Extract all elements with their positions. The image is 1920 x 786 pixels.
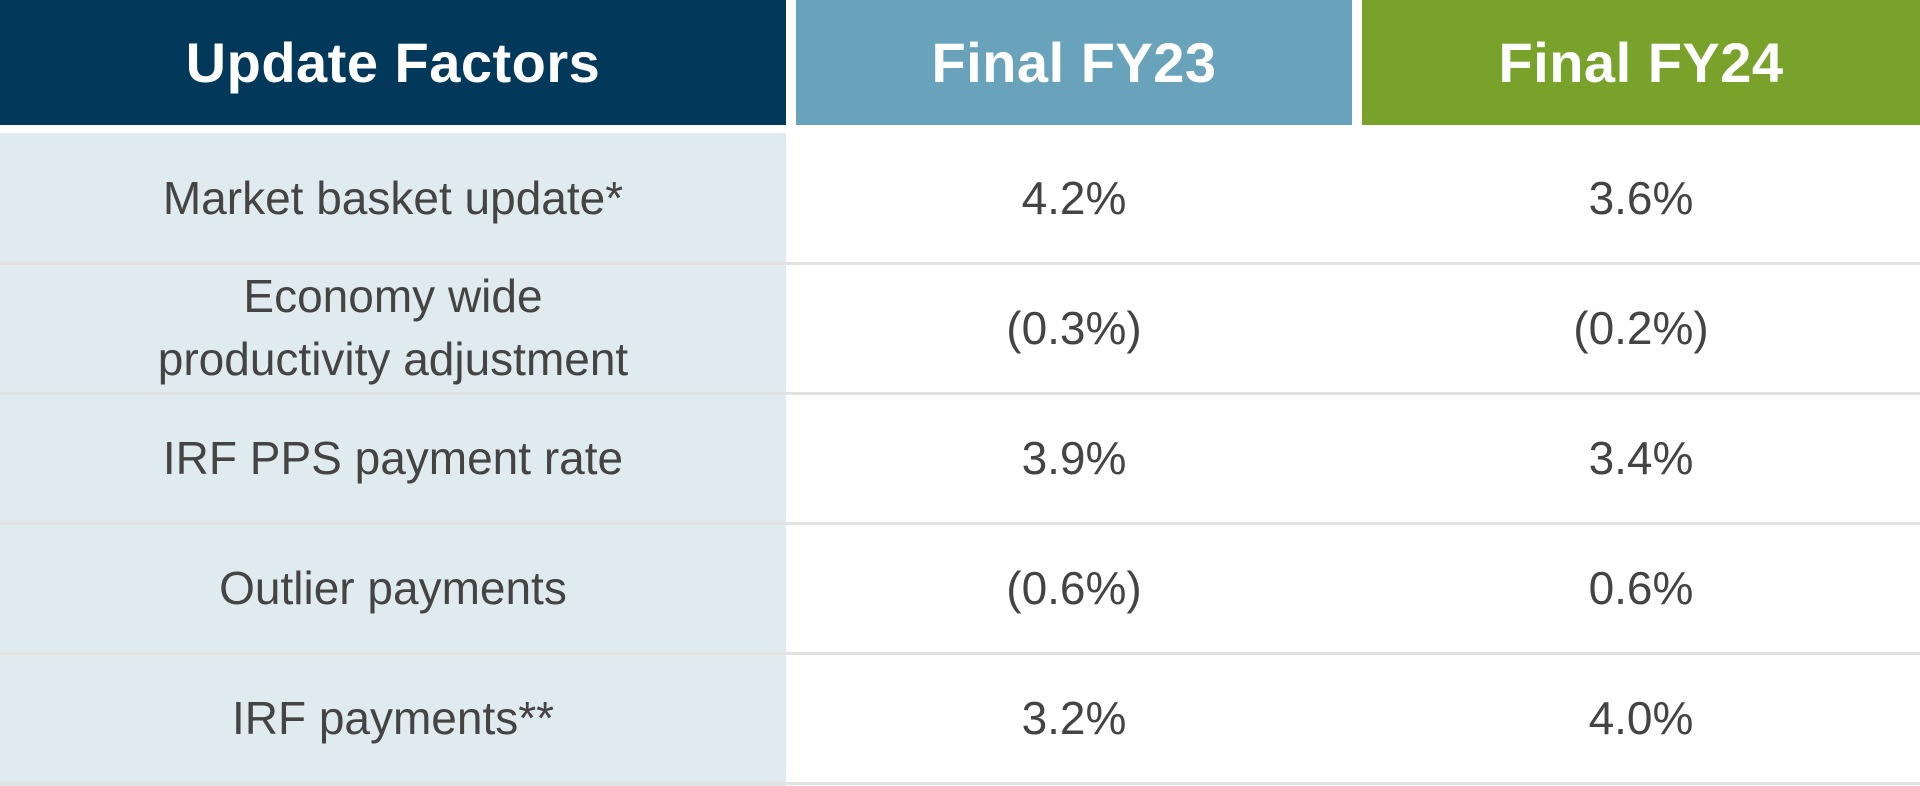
- row-label-outlier-payments: Outlier payments: [219, 561, 567, 614]
- row-value-fy23: (0.3%): [1006, 301, 1142, 354]
- row-label-productivity-adjustment: Economy wide productivity adjustment: [0, 263, 786, 393]
- table-row: IRF PPS payment rate 3.9% 3.4%: [0, 393, 1920, 525]
- row-divider: [0, 262, 1920, 265]
- header-final-fy23: Final FY23: [796, 0, 1352, 125]
- row-label-line: productivity adjustment: [157, 333, 629, 385]
- row-divider: [0, 392, 1920, 395]
- row-divider: [0, 652, 1920, 655]
- row-label-irf-pps-payment-rate: IRF PPS payment rate: [162, 431, 624, 484]
- row-divider: [0, 522, 1920, 525]
- header-update-factors: Update Factors: [0, 0, 786, 125]
- row-divider: [0, 782, 1920, 785]
- table-row: IRF payments** 3.2% 4.0%: [0, 653, 1920, 785]
- table-row: Economy wide productivity adjustment (0.…: [0, 263, 1920, 395]
- label-column-background: [0, 133, 786, 786]
- row-label-market-basket: Market basket update*: [162, 171, 624, 224]
- table-row: Outlier payments (0.6%) 0.6%: [0, 523, 1920, 655]
- row-value-fy24: 3.6%: [1588, 171, 1694, 224]
- row-label-irf-payments: IRF payments**: [231, 691, 555, 744]
- row-value-fy23: 3.9%: [1021, 431, 1127, 484]
- row-label-line: Economy wide: [243, 270, 543, 322]
- row-value-fy24: (0.2%): [1573, 301, 1709, 354]
- row-value-fy23: (0.6%): [1006, 561, 1142, 614]
- table-row: Market basket update* 4.2% 3.6%: [0, 133, 1920, 265]
- row-value-fy24: 3.4%: [1588, 431, 1694, 484]
- row-value-fy23: 3.2%: [1021, 691, 1127, 744]
- header-final-fy24: Final FY24: [1362, 0, 1920, 125]
- row-value-fy23: 4.2%: [1021, 171, 1127, 224]
- row-value-fy24: 0.6%: [1588, 561, 1694, 614]
- row-value-fy24: 4.0%: [1588, 691, 1694, 744]
